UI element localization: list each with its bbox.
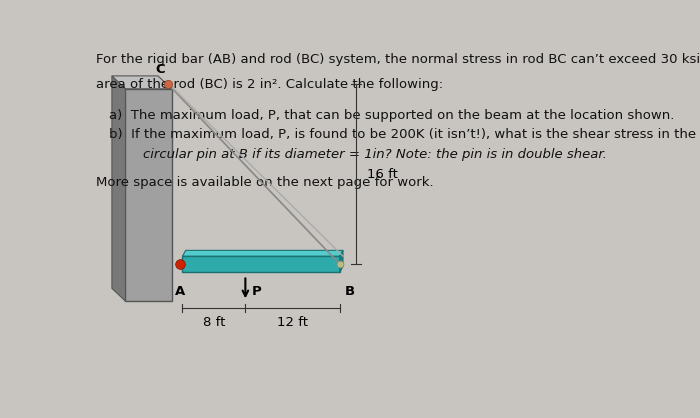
Polygon shape	[183, 250, 343, 256]
Polygon shape	[112, 76, 172, 89]
Text: 16 ft: 16 ft	[367, 168, 398, 181]
Text: B: B	[345, 285, 356, 298]
Text: C: C	[155, 63, 165, 76]
Text: area of the rod (BC) is 2 in². Calculate the following:: area of the rod (BC) is 2 in². Calculate…	[96, 77, 443, 91]
Bar	[125, 89, 172, 301]
Text: A: A	[174, 285, 185, 298]
Text: circular pin at B if its diameter = 1in? Note: the pin is in double shear.: circular pin at B if its diameter = 1in?…	[109, 148, 607, 161]
Polygon shape	[112, 76, 125, 301]
Text: b)  If the maximum load, P, is found to be 200K (it isn’t!), what is the shear s: b) If the maximum load, P, is found to b…	[109, 128, 696, 141]
Text: 12 ft: 12 ft	[277, 316, 308, 329]
Text: 8 ft: 8 ft	[203, 316, 225, 329]
Text: For the rigid bar (AB) and rod (BC) system, the normal stress in rod BC can’t ex: For the rigid bar (AB) and rod (BC) syst…	[96, 54, 700, 66]
Polygon shape	[340, 250, 343, 272]
Bar	[183, 256, 340, 272]
Text: a)  The maximum load, P, that can be supported on the beam at the location shown: a) The maximum load, P, that can be supp…	[109, 109, 675, 122]
Text: More space is available on the next page for work.: More space is available on the next page…	[96, 176, 433, 189]
Text: P: P	[252, 285, 262, 298]
